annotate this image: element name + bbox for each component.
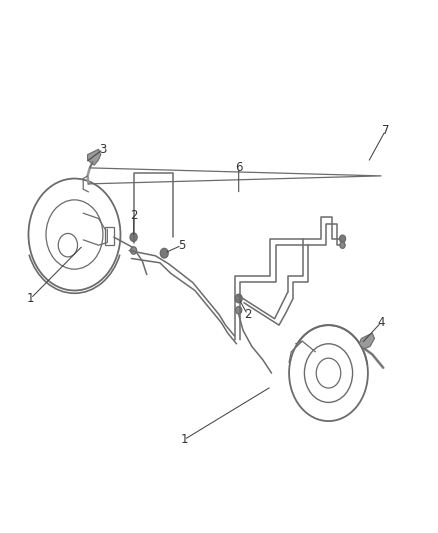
Text: 2: 2 [130,209,138,222]
Circle shape [340,242,345,248]
Text: 6: 6 [235,161,243,174]
Circle shape [131,247,137,254]
Text: 1: 1 [180,433,188,446]
Circle shape [339,235,346,243]
Circle shape [130,233,137,241]
Circle shape [236,306,242,314]
Polygon shape [359,333,374,349]
Text: 3: 3 [99,143,106,156]
Text: 1: 1 [27,292,35,305]
Text: 5: 5 [178,239,185,252]
Text: 4: 4 [377,316,385,329]
Text: 2: 2 [244,308,251,321]
Polygon shape [88,149,101,165]
Circle shape [235,294,242,303]
Text: 7: 7 [381,124,389,137]
Circle shape [160,248,168,258]
